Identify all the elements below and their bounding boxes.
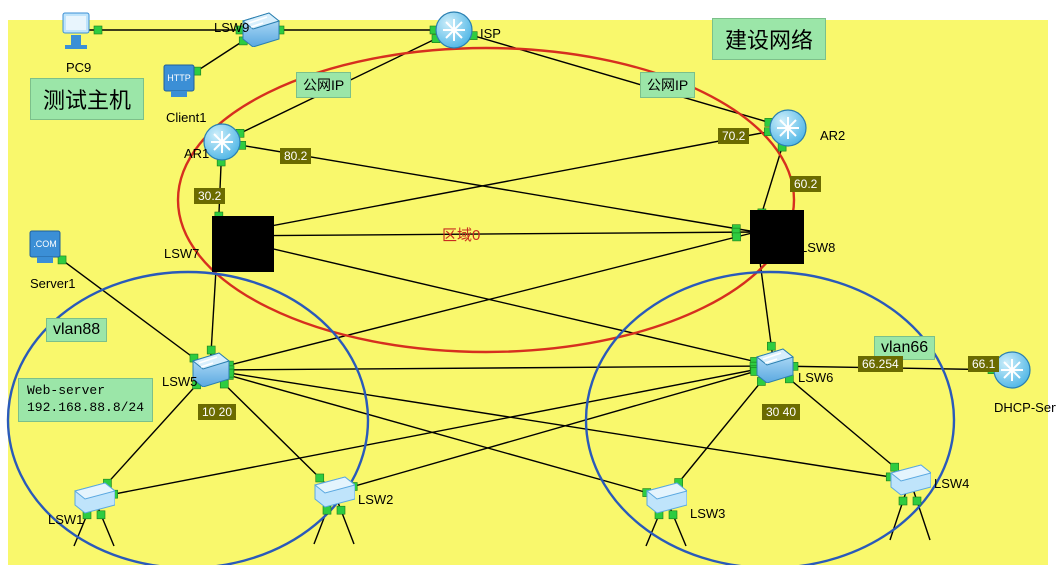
- svg-text:HTTP: HTTP: [167, 73, 191, 83]
- label-area0: 区域0: [442, 224, 480, 245]
- device-isp[interactable]: [433, 9, 475, 51]
- device-ar2[interactable]: [767, 107, 809, 149]
- device-lsw7[interactable]: [197, 215, 239, 257]
- label-pubip-left: 公网IP: [296, 72, 351, 98]
- device-label-lsw4: LSW4: [934, 476, 969, 491]
- ip-ar1-80-2: 80.2: [280, 148, 311, 164]
- device-lsw3[interactable]: [645, 477, 687, 519]
- ip-ar2-70-2: 70.2: [718, 128, 749, 144]
- device-label-ar2: AR2: [820, 128, 845, 143]
- label-vlan88: vlan88: [46, 318, 107, 342]
- device-client1[interactable]: HTTP: [159, 61, 201, 103]
- ip-lsw5-1020: 10 20: [198, 404, 236, 420]
- device-label-lsw6: LSW6: [798, 370, 833, 385]
- device-label-dhcp: DHCP-Server: [994, 400, 1056, 415]
- device-server1[interactable]: .COM: [25, 227, 67, 269]
- device-label-lsw9: LSW9: [214, 20, 249, 35]
- device-label-lsw3: LSW3: [690, 506, 725, 521]
- ip-lsw6-66254: 66.254: [858, 356, 903, 372]
- device-label-lsw7: LSW7: [164, 246, 199, 261]
- web-server-line1: Web-server 192.168.88.8/24: [27, 383, 144, 415]
- ip-ar1-30-2: 30.2: [194, 188, 225, 204]
- ip-lsw6-3040: 30 40: [762, 404, 800, 420]
- device-label-server1: Server1: [30, 276, 76, 291]
- ip-dhcp-661: 66.1: [968, 356, 999, 372]
- device-lsw8[interactable]: [735, 211, 777, 253]
- ip-ar2-60-2: 60.2: [790, 176, 821, 192]
- device-pc9[interactable]: [57, 9, 99, 51]
- title-build-network: 建设网络: [712, 18, 826, 60]
- device-label-isp: ISP: [480, 26, 501, 41]
- title-test-host: 测试主机: [30, 78, 144, 120]
- device-label-lsw1: LSW1: [48, 512, 83, 527]
- device-label-ar1: AR1: [184, 146, 209, 161]
- device-label-pc9: PC9: [66, 60, 91, 75]
- device-lsw6[interactable]: [753, 345, 795, 387]
- device-lsw2[interactable]: [313, 471, 355, 513]
- label-web-server: Web-server 192.168.88.8/24: [18, 378, 153, 422]
- device-lsw4[interactable]: [889, 459, 931, 501]
- label-pubip-right: 公网IP: [640, 72, 695, 98]
- device-label-lsw8: LSW8: [800, 240, 835, 255]
- device-label-lsw5: LSW5: [162, 374, 197, 389]
- svg-text:.COM: .COM: [33, 239, 57, 249]
- device-label-lsw2: LSW2: [358, 492, 393, 507]
